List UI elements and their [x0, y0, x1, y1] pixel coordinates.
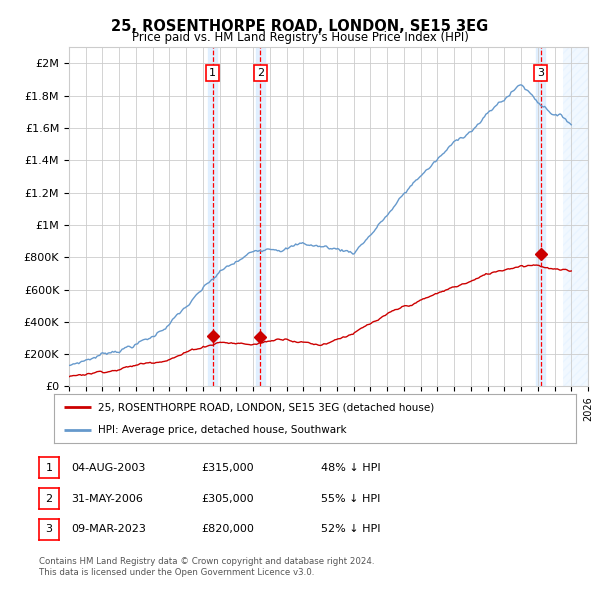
Text: HPI: Average price, detached house, Southwark: HPI: Average price, detached house, Sout… — [98, 425, 347, 435]
Bar — [563, 47, 588, 386]
Text: 3: 3 — [46, 525, 52, 534]
Text: 25, ROSENTHORPE ROAD, LONDON, SE15 3EG: 25, ROSENTHORPE ROAD, LONDON, SE15 3EG — [112, 19, 488, 34]
Text: £305,000: £305,000 — [201, 494, 254, 503]
Bar — [208, 47, 217, 386]
Text: £820,000: £820,000 — [201, 525, 254, 534]
Text: 09-MAR-2023: 09-MAR-2023 — [71, 525, 146, 534]
Text: 52% ↓ HPI: 52% ↓ HPI — [321, 525, 380, 534]
Text: Price paid vs. HM Land Registry's House Price Index (HPI): Price paid vs. HM Land Registry's House … — [131, 31, 469, 44]
Text: This data is licensed under the Open Government Licence v3.0.: This data is licensed under the Open Gov… — [39, 568, 314, 577]
Text: Contains HM Land Registry data © Crown copyright and database right 2024.: Contains HM Land Registry data © Crown c… — [39, 558, 374, 566]
Text: £315,000: £315,000 — [201, 463, 254, 473]
Text: 1: 1 — [46, 463, 52, 473]
Text: 3: 3 — [537, 68, 544, 78]
Text: 1: 1 — [209, 68, 216, 78]
Bar — [256, 47, 265, 386]
Text: 2: 2 — [257, 68, 264, 78]
Bar — [536, 47, 545, 386]
Text: 04-AUG-2003: 04-AUG-2003 — [71, 463, 145, 473]
Text: 48% ↓ HPI: 48% ↓ HPI — [321, 463, 380, 473]
Text: 2: 2 — [46, 494, 52, 503]
Text: 25, ROSENTHORPE ROAD, LONDON, SE15 3EG (detached house): 25, ROSENTHORPE ROAD, LONDON, SE15 3EG (… — [98, 402, 434, 412]
Text: 31-MAY-2006: 31-MAY-2006 — [71, 494, 143, 503]
Text: 55% ↓ HPI: 55% ↓ HPI — [321, 494, 380, 503]
